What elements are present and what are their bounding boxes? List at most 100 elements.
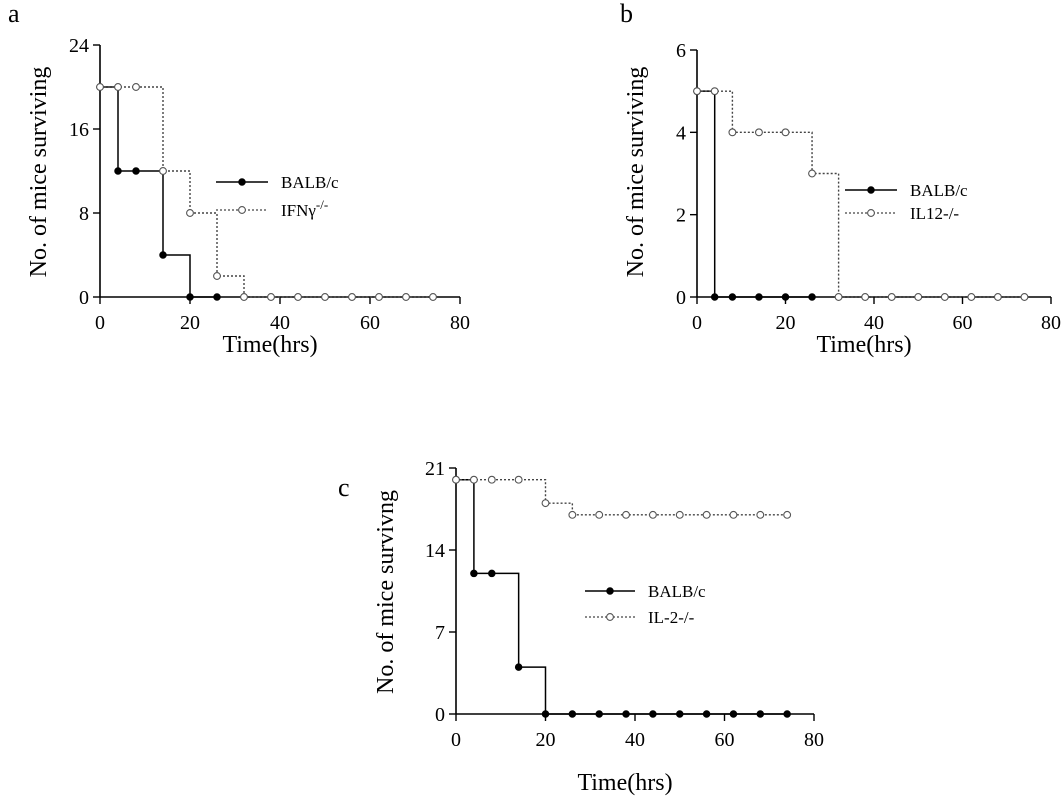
data-point: [648, 510, 657, 519]
data-point: [132, 83, 140, 91]
series-line: [697, 90, 813, 298]
data-point: [710, 293, 719, 301]
data-point: [321, 293, 329, 301]
data-point: [754, 128, 763, 137]
data-point: [940, 293, 949, 301]
data-point: [808, 169, 816, 178]
y-tick-label: 2: [676, 205, 686, 227]
data-point: [267, 293, 275, 301]
x-tick-label: 60: [360, 312, 380, 334]
x-tick-label: 80: [450, 312, 470, 334]
data-point: [595, 510, 604, 519]
data-point: [348, 293, 356, 301]
x-tick-label: 80: [804, 729, 824, 751]
data-point: [294, 293, 302, 301]
y-axis-label: No. of mice survivng: [373, 490, 399, 694]
data-point: [729, 510, 738, 519]
x-tick-label: 0: [95, 312, 105, 334]
data-point: [429, 293, 437, 301]
data-point: [402, 293, 410, 301]
x-tick-label: 40: [270, 312, 290, 334]
series-line: [100, 86, 433, 298]
y-tick-label: 6: [676, 40, 686, 62]
data-point: [159, 251, 167, 259]
legend-marker: [238, 178, 246, 186]
legend-marker: [606, 613, 614, 621]
legend-marker: [606, 587, 614, 595]
panel-a: a 0 20 40 60 80 0 8 16 24 Time(hrs) No. of mice sur…: [8, 0, 470, 358]
series-line: [100, 86, 217, 298]
data-point: [213, 272, 221, 280]
x-tick-label: 0: [451, 729, 461, 751]
legend-marker: [867, 186, 875, 194]
data-point: [710, 87, 719, 96]
data-point: [783, 510, 792, 519]
data-point: [993, 293, 1002, 301]
y-tick-label: 16: [69, 119, 89, 141]
series-line: [697, 90, 1025, 298]
panel-c: c 0 20 40 60 80 0 7 14 21 Time(hrs) No. of mice sur…: [338, 458, 824, 796]
data-point: [469, 475, 478, 484]
data-point: [470, 569, 478, 578]
data-point: [186, 293, 194, 301]
y-tick-label: 0: [435, 704, 445, 726]
x-axis-label: Time(hrs): [816, 332, 911, 358]
legend-label: IFNγ-/-: [281, 197, 328, 220]
x-axis-label: Time(hrs): [222, 332, 317, 358]
x-tick-label: 60: [715, 729, 735, 751]
legend-marker: [867, 209, 875, 217]
data-point: [213, 293, 221, 301]
data-point: [914, 293, 923, 301]
panel-b: b 0 20 40 60 80 0 2 4 6 Time(hrs) No. of mice survi…: [620, 0, 1061, 358]
legend-label-main: IFNγ: [281, 201, 316, 220]
data-point: [487, 475, 496, 484]
data-point: [693, 87, 701, 96]
y-tick-label: 8: [79, 203, 89, 225]
y-tick-label: 0: [79, 287, 89, 309]
data-point: [568, 710, 577, 718]
legend-label: IL12-/-: [910, 204, 959, 223]
data-point: [702, 710, 711, 718]
data-point: [834, 293, 843, 301]
data-point: [96, 83, 104, 91]
data-point: [114, 83, 122, 91]
data-point: [675, 710, 684, 718]
data-point: [488, 569, 496, 578]
y-tick-label: 7: [435, 622, 445, 644]
data-point: [452, 475, 460, 484]
data-point: [783, 710, 791, 718]
data-point: [729, 710, 738, 718]
data-point: [1020, 293, 1029, 301]
series-line: [456, 479, 788, 516]
data-point: [649, 710, 657, 718]
panel-letter: c: [338, 473, 350, 502]
data-point: [808, 293, 816, 301]
y-axis-label: No. of mice surviving: [623, 67, 649, 278]
y-tick-label: 24: [69, 35, 89, 57]
legend-label: BALB/c: [281, 173, 339, 192]
data-point: [132, 167, 140, 175]
data-point: [514, 663, 523, 671]
data-point: [568, 510, 577, 519]
legend-label-sup: -/-: [316, 197, 328, 212]
data-point: [781, 128, 790, 137]
legend-label: IL-2-/-: [648, 608, 695, 627]
x-tick-label: 40: [864, 312, 884, 334]
data-point: [756, 710, 765, 718]
data-point: [861, 293, 870, 301]
y-axis-label: No. of mice surviving: [26, 67, 52, 278]
data-point: [541, 710, 550, 718]
x-axis-label: Time(hrs): [577, 770, 672, 796]
data-point: [514, 475, 523, 484]
panel-letter: b: [620, 0, 633, 28]
legend-label: BALB/c: [648, 582, 706, 601]
data-point: [675, 510, 684, 519]
y-tick-label: 0: [676, 287, 686, 309]
panel-letter: a: [8, 0, 20, 28]
data-point: [622, 510, 630, 519]
x-tick-label: 40: [625, 729, 645, 751]
data-point: [728, 293, 737, 301]
data-point: [114, 167, 122, 175]
x-tick-label: 20: [536, 729, 556, 751]
data-point: [541, 499, 550, 508]
